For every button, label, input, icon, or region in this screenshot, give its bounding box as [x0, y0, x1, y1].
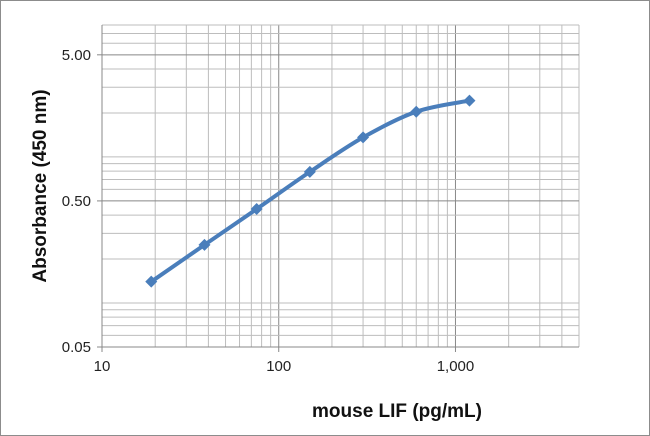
y-tick-label: 0.50: [62, 193, 91, 210]
data-point-marker: [410, 105, 423, 118]
x-tick-label: 100: [266, 358, 291, 375]
x-tick-label: 1,000: [437, 358, 475, 375]
data-point-marker: [303, 165, 316, 178]
axes: [97, 25, 579, 352]
data-point-marker: [145, 275, 158, 288]
x-axis-label: mouse LIF (pg/mL): [312, 401, 482, 422]
x-tick-label: 10: [94, 358, 111, 375]
series-line: [150, 98, 470, 284]
series: [145, 94, 476, 288]
data-point-marker: [250, 203, 263, 216]
data-point-marker: [198, 238, 211, 251]
tick-labels: 10 100 1,000 0.05 0.50 5.00: [62, 47, 474, 375]
y-tick-label: 5.00: [62, 47, 91, 64]
data-point-marker: [357, 131, 370, 144]
data-point-marker: [463, 94, 476, 107]
gridlines: [101, 24, 580, 348]
y-axis-label: Absorbance (450 nm): [30, 89, 51, 282]
y-tick-label: 0.05: [62, 339, 91, 356]
